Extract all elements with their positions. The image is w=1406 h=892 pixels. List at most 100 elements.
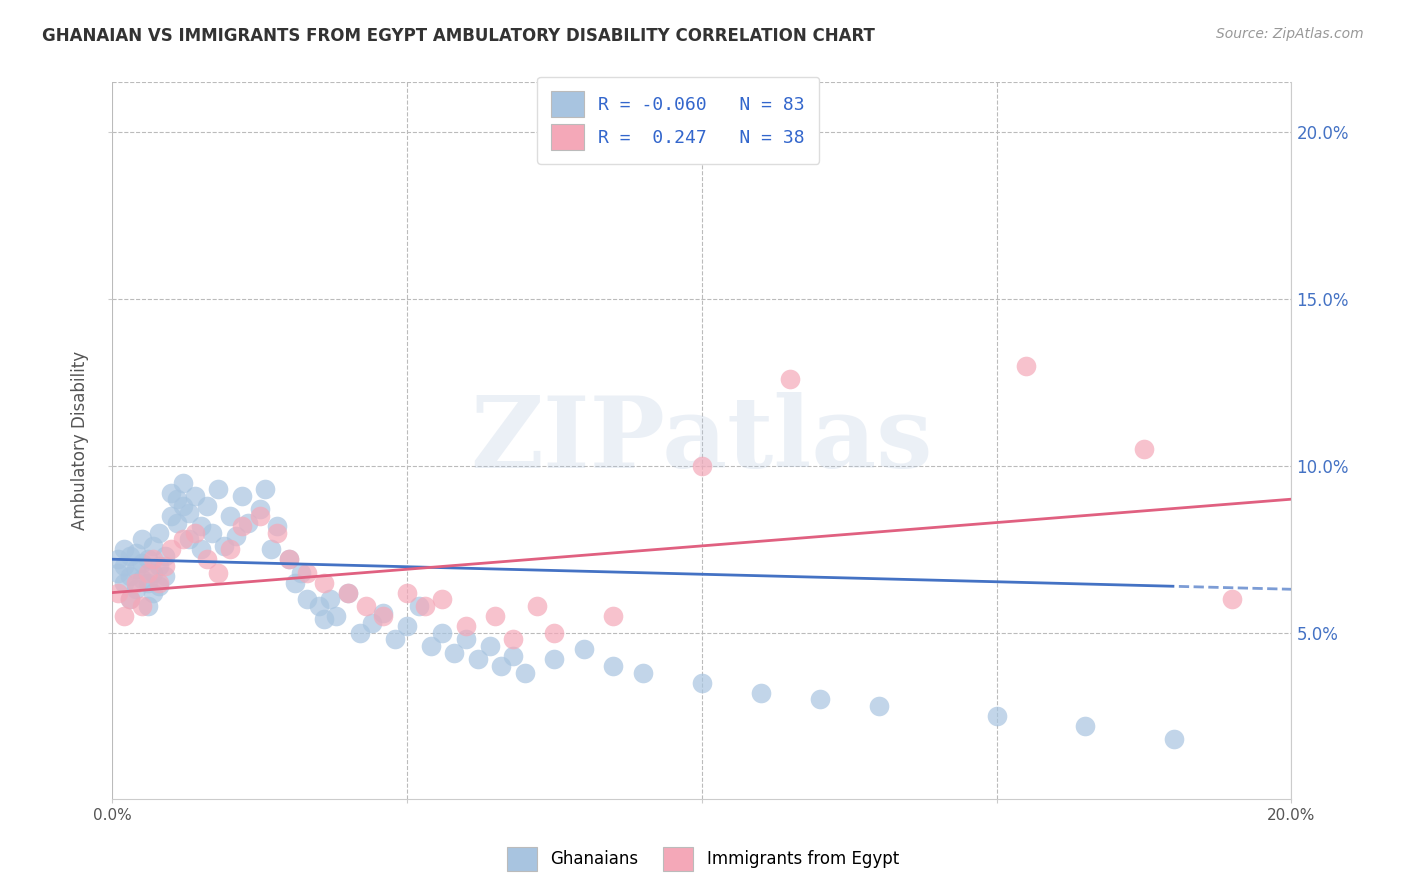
Point [201, 525, 224, 540]
Point [166, 516, 188, 530]
Point [690, 675, 713, 690]
Point [254, 482, 277, 496]
Point [212, 539, 235, 553]
Point [112, 542, 135, 557]
Point [183, 525, 205, 540]
Point [160, 485, 183, 500]
Point [354, 599, 377, 613]
Point [155, 569, 177, 583]
Point [290, 566, 312, 580]
Point [118, 549, 141, 563]
Point [325, 609, 347, 624]
Point [177, 506, 200, 520]
Point [107, 566, 129, 580]
Point [513, 665, 536, 680]
Point [491, 659, 513, 673]
Point [160, 542, 183, 557]
Point [118, 592, 141, 607]
Point [125, 545, 148, 559]
Point [602, 659, 624, 673]
Point [107, 552, 129, 566]
Point [337, 585, 360, 599]
Point [112, 575, 135, 590]
Text: Source: ZipAtlas.com: Source: ZipAtlas.com [1216, 27, 1364, 41]
Point [543, 625, 565, 640]
Point [231, 519, 253, 533]
Point [118, 569, 141, 583]
Point [125, 562, 148, 576]
Point [131, 533, 153, 547]
Point [373, 609, 395, 624]
Point [136, 552, 159, 566]
Point [136, 599, 159, 613]
Point [384, 632, 406, 647]
Point [231, 489, 253, 503]
Point [112, 558, 135, 573]
Point [236, 516, 259, 530]
Point [260, 542, 283, 557]
Point [195, 499, 218, 513]
Point [1222, 592, 1244, 607]
Point [195, 552, 218, 566]
Point [454, 619, 477, 633]
Point [148, 558, 170, 573]
Legend: R = -0.060   N = 83, R =  0.247   N = 38: R = -0.060 N = 83, R = 0.247 N = 38 [537, 77, 820, 164]
Point [148, 579, 170, 593]
Point [207, 482, 229, 496]
Point [107, 585, 129, 599]
Point [172, 533, 194, 547]
Point [278, 552, 301, 566]
Point [1074, 719, 1097, 733]
Y-axis label: Ambulatory Disability: Ambulatory Disability [72, 351, 89, 531]
Point [131, 572, 153, 586]
Point [112, 609, 135, 624]
Point [443, 646, 465, 660]
Point [190, 542, 212, 557]
Point [808, 692, 831, 706]
Point [349, 625, 371, 640]
Point [454, 632, 477, 647]
Point [413, 599, 436, 613]
Point [779, 372, 801, 386]
Point [249, 508, 271, 523]
Point [690, 458, 713, 473]
Point [160, 508, 183, 523]
Point [207, 566, 229, 580]
Point [631, 665, 654, 680]
Point [266, 519, 288, 533]
Point [295, 566, 318, 580]
Point [502, 632, 524, 647]
Point [155, 549, 177, 563]
Point [219, 508, 242, 523]
Point [1015, 359, 1038, 373]
Point [314, 612, 336, 626]
Point [337, 585, 360, 599]
Point [131, 556, 153, 570]
Point [484, 609, 506, 624]
Text: ZIPatlas: ZIPatlas [471, 392, 934, 490]
Point [467, 652, 489, 666]
Point [142, 552, 165, 566]
Point [136, 575, 159, 590]
Point [142, 585, 165, 599]
Point [408, 599, 430, 613]
Point [125, 582, 148, 597]
Point [868, 699, 890, 714]
Point [319, 592, 342, 607]
Point [166, 492, 188, 507]
Point [314, 575, 336, 590]
Point [125, 575, 148, 590]
Point [1133, 442, 1156, 457]
Point [602, 609, 624, 624]
Point [360, 615, 382, 630]
Point [308, 599, 330, 613]
Point [284, 575, 307, 590]
Point [148, 525, 170, 540]
Point [136, 566, 159, 580]
Point [1163, 732, 1185, 747]
Point [373, 606, 395, 620]
Point [142, 539, 165, 553]
Point [155, 558, 177, 573]
Point [142, 566, 165, 580]
Point [177, 533, 200, 547]
